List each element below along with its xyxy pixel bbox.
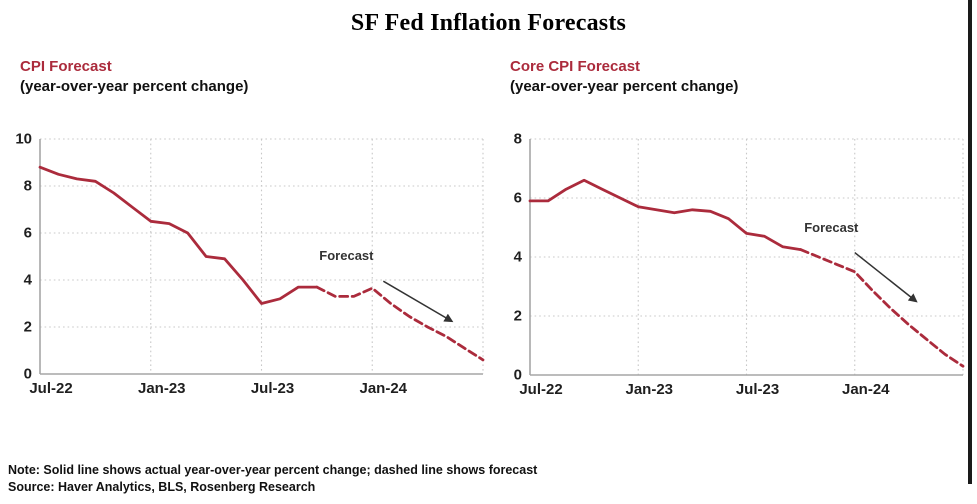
y-tick-label: 4 (514, 249, 523, 266)
source-line: Source: Haver Analytics, BLS, Rosenberg … (8, 480, 316, 494)
forecast-annotation-label: Forecast (319, 248, 374, 263)
x-tick-label: Jul-22 (29, 380, 72, 397)
y-tick-label: 0 (24, 366, 32, 383)
x-tick-label: Jul-23 (251, 380, 294, 397)
page-title: SF Fed Inflation Forecasts (350, 10, 627, 36)
series-forecast-line (799, 248, 965, 368)
x-tick-label: Jan-23 (625, 381, 673, 398)
forecast-arrow (382, 280, 454, 323)
cpi-chart-title: CPI Forecast (20, 58, 112, 75)
series-forecast-line (315, 285, 485, 362)
core-cpi-chart-header: Core CPI Forecast (year-over-year percen… (510, 57, 738, 97)
x-tick-label: Jan-24 (359, 380, 407, 397)
x-tick-label: Jul-23 (736, 381, 779, 398)
y-tick-label: 6 (514, 190, 522, 207)
cpi-chart-header: CPI Forecast (year-over-year percent cha… (20, 57, 248, 97)
x-tick-label: Jan-24 (842, 381, 890, 398)
y-tick-label: 2 (24, 319, 32, 336)
x-tick-label: Jan-23 (138, 380, 186, 397)
core-cpi-chart-title: Core CPI Forecast (510, 58, 641, 75)
footnote-block: Note: Solid line shows actual year-over-… (8, 462, 537, 496)
y-tick-label: 6 (24, 225, 32, 242)
core-cpi-chart-subtitle: (year-over-year percent change) (510, 78, 739, 95)
y-tick-label: 10 (15, 131, 32, 148)
y-tick-label: 4 (24, 272, 33, 289)
cpi-line-chart: 0 2 4 6 8 10 Jul-22 Jan-23 Jul-23 Jan-24 Forecast (15, 131, 485, 397)
x-tick-label: Jul-22 (519, 381, 562, 398)
y-tick-label: 8 (514, 131, 522, 148)
forecast-annotation-label: Forecast (804, 220, 859, 235)
core-cpi-line-chart: 0 2 4 6 8 Jul-22 Jan-23 Jul-23 Jan-24 Forecast (514, 131, 965, 398)
y-tick-label: 8 (24, 178, 32, 195)
y-tick-label: 0 (514, 367, 522, 384)
right-border-line (968, 0, 972, 484)
y-tick-label: 2 (514, 308, 522, 325)
cpi-chart-subtitle: (year-over-year percent change) (20, 78, 249, 95)
note-line: Note: Solid line shows actual year-over-… (8, 463, 538, 477)
series-actual-line (528, 178, 803, 251)
series-actual-line (38, 165, 319, 305)
forecast-arrow (854, 251, 918, 303)
